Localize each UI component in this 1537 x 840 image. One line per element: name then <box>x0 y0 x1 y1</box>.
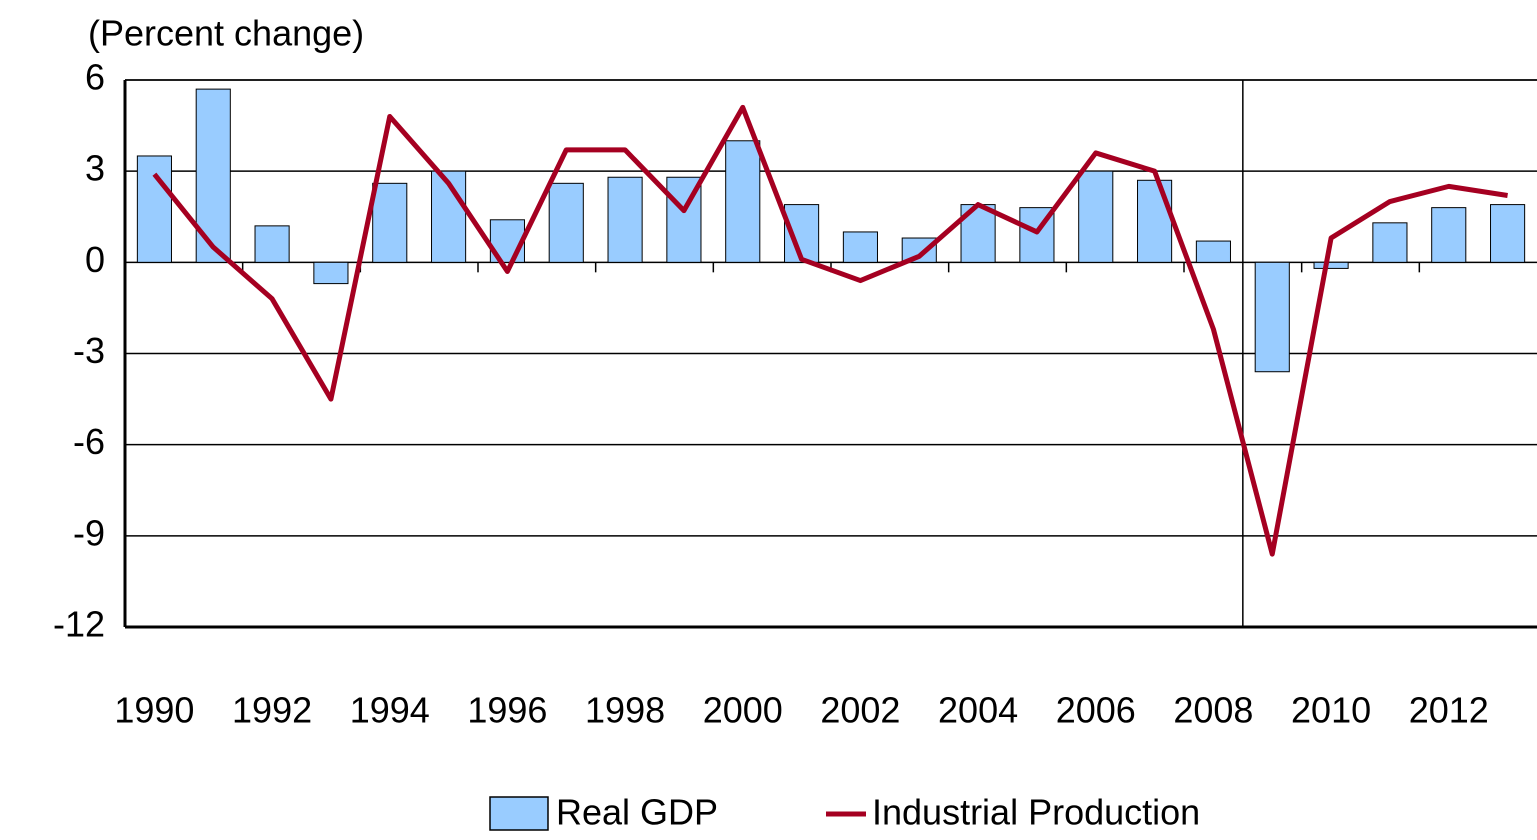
bar <box>1078 170 1114 263</box>
bar <box>313 261 349 285</box>
bar <box>254 225 290 263</box>
y-tick-label: -12 <box>53 604 105 645</box>
y-tick-label: 6 <box>85 57 105 98</box>
bar <box>607 176 643 263</box>
bar <box>1372 222 1408 263</box>
legend-swatch <box>489 796 549 831</box>
x-tick-label: 1990 <box>114 690 194 731</box>
x-tick-label: 1992 <box>232 690 312 731</box>
y-axis-label: (Percent change) <box>88 13 364 54</box>
x-tick-label: 2008 <box>1173 690 1253 731</box>
x-tick-label: 2002 <box>820 690 900 731</box>
x-tick-label: 2012 <box>1409 690 1489 731</box>
bar <box>1254 261 1290 373</box>
bar <box>842 231 878 263</box>
y-tick-label: -3 <box>73 330 105 371</box>
x-tick-label: 2006 <box>1056 690 1136 731</box>
bar <box>1313 261 1349 269</box>
bar <box>725 140 761 263</box>
bar <box>195 88 231 263</box>
bar <box>1431 207 1467 263</box>
y-tick-label: 3 <box>85 148 105 189</box>
x-tick-label: 2000 <box>703 690 783 731</box>
line <box>152 104 1508 557</box>
bar <box>1490 204 1526 263</box>
bar <box>136 155 172 263</box>
y-tick-label: -6 <box>73 421 105 462</box>
bar <box>372 182 408 263</box>
x-tick-label: 2004 <box>938 690 1018 731</box>
legend-label: Industrial Production <box>872 792 1200 833</box>
bar <box>1137 179 1173 263</box>
x-tick-label: 1994 <box>350 690 430 731</box>
y-tick-label: -9 <box>73 512 105 553</box>
bar <box>548 182 584 263</box>
bar <box>1195 240 1231 263</box>
x-tick-label: 1998 <box>585 690 665 731</box>
legend-label: Real GDP <box>556 792 718 833</box>
x-tick-label: 1996 <box>467 690 547 731</box>
y-tick-label: 0 <box>85 239 105 280</box>
x-tick-label: 2010 <box>1291 690 1371 731</box>
